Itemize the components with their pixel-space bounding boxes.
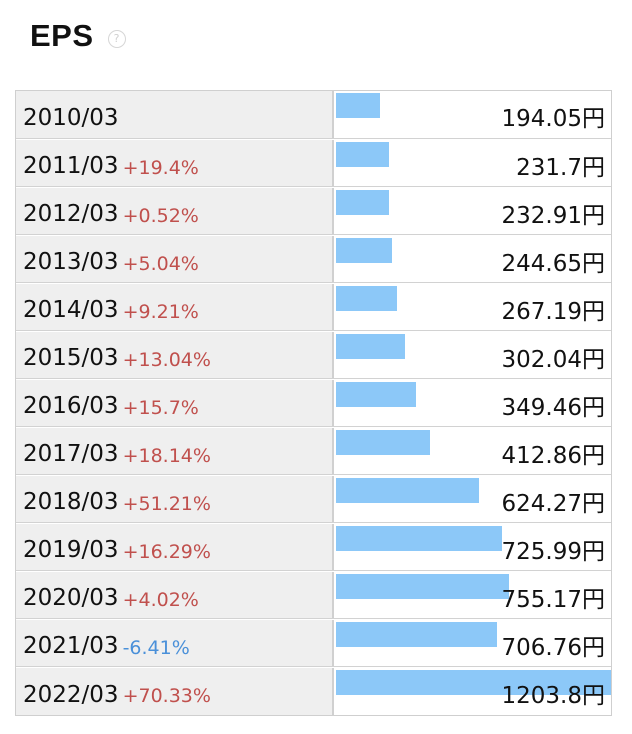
eps-bar [336,526,502,551]
year-label: 2022/03 [23,681,119,708]
eps-value: 231.7円 [516,155,605,181]
change-label: +16.29% [122,540,211,563]
year-cell: 2022/03 +70.33% [16,668,334,715]
change-label: -6.41% [122,636,190,659]
change-label: +0.52% [122,204,199,227]
value-cell: 244.65円 [334,236,611,282]
year-cell: 2017/03 +18.14% [16,428,334,474]
change-label: +70.33% [122,685,211,707]
value-cell: 302.04円 [334,332,611,378]
eps-value: 302.04円 [501,347,605,373]
change-label: +5.04% [122,252,199,275]
eps-bar [336,334,405,359]
eps-value: 1203.8円 [501,683,605,709]
year-label: 2013/03 [23,249,119,275]
value-cell: 412.86円 [334,428,611,474]
value-cell: 232.91円 [334,188,611,234]
change-label: +19.4% [122,156,199,179]
year-label: 2012/03 [23,201,119,227]
year-label: 2016/03 [23,393,119,419]
eps-value: 349.46円 [501,395,605,421]
year-label: 2015/03 [23,345,119,371]
value-cell: 624.27円 [334,476,611,522]
eps-bar [336,93,380,118]
year-label: 2020/03 [23,585,119,611]
value-cell: 755.17円 [334,572,611,618]
year-cell: 2019/03 +16.29% [16,524,334,570]
year-label: 2010/03 [23,104,119,131]
table-row: 2018/03 +51.21% 624.27円 [16,475,611,523]
eps-value: 244.65円 [501,251,605,277]
eps-bar [336,382,416,407]
table-row: 2022/03 +70.33% 1203.8円 [16,667,611,715]
year-cell: 2014/03 +9.21% [16,284,334,330]
change-label: +18.14% [122,444,211,467]
eps-bar [336,670,611,695]
eps-value: 194.05円 [501,106,605,132]
table-row: 2021/03 -6.41% 706.76円 [16,619,611,667]
table-row: 2019/03 +16.29% 725.99円 [16,523,611,571]
eps-value: 725.99円 [501,539,605,565]
table-row: 2016/03 +15.7% 349.46円 [16,379,611,427]
change-label: +4.02% [122,588,199,611]
table-row: 2013/03 +5.04% 244.65円 [16,235,611,283]
change-label: +15.7% [122,396,199,419]
value-cell: 231.7円 [334,140,611,186]
year-label: 2011/03 [23,153,119,179]
eps-value: 624.27円 [501,491,605,517]
year-label: 2018/03 [23,489,119,515]
value-cell: 349.46円 [334,380,611,426]
eps-value: 706.76円 [501,635,605,661]
table-row: 2011/03 +19.4% 231.7円 [16,139,611,187]
value-cell: 194.05円 [334,91,611,138]
table-row: 2015/03 +13.04% 302.04円 [16,331,611,379]
year-cell: 2015/03 +13.04% [16,332,334,378]
change-label: +51.21% [122,492,211,515]
value-cell: 706.76円 [334,620,611,666]
eps-bar [336,286,397,311]
year-cell: 2013/03 +5.04% [16,236,334,282]
year-cell: 2018/03 +51.21% [16,476,334,522]
eps-bar [336,238,392,263]
value-cell: 1203.8円 [334,668,611,715]
eps-bar [336,142,389,167]
table-row: 2017/03 +18.14% 412.86円 [16,427,611,475]
eps-bar [336,190,389,215]
eps-bar [336,574,509,599]
question-circle-icon[interactable]: ? [107,30,126,48]
year-label: 2014/03 [23,297,119,323]
table-row: 2010/03 194.05円 [16,91,611,139]
eps-value: 755.17円 [501,587,605,613]
value-cell: 267.19円 [334,284,611,330]
year-cell: 2020/03 +4.02% [16,572,334,618]
page-header: EPS ? [30,14,126,58]
change-label: +9.21% [122,300,199,323]
eps-value: 412.86円 [501,443,605,469]
eps-table: 2010/03 194.05円 2011/03 +19.4% 231.7円 2012/03… [15,90,612,716]
change-label: +13.04% [122,348,211,371]
year-label: 2017/03 [23,441,119,467]
eps-bar [336,478,479,503]
table-row: 2020/03 +4.02% 755.17円 [16,571,611,619]
eps-bar [336,622,497,647]
page-title: EPS [30,18,94,53]
year-cell: 2010/03 [16,91,334,138]
year-label: 2019/03 [23,537,119,563]
eps-bar [336,430,430,455]
year-cell: 2011/03 +19.4% [16,140,334,186]
table-row: 2012/03 +0.52% 232.91円 [16,187,611,235]
year-label: 2021/03 [23,633,119,659]
year-cell: 2012/03 +0.52% [16,188,334,234]
eps-value: 232.91円 [501,203,605,229]
eps-value: 267.19円 [501,299,605,325]
table-row: 2014/03 +9.21% 267.19円 [16,283,611,331]
value-cell: 725.99円 [334,524,611,570]
year-cell: 2021/03 -6.41% [16,620,334,666]
year-cell: 2016/03 +15.7% [16,380,334,426]
